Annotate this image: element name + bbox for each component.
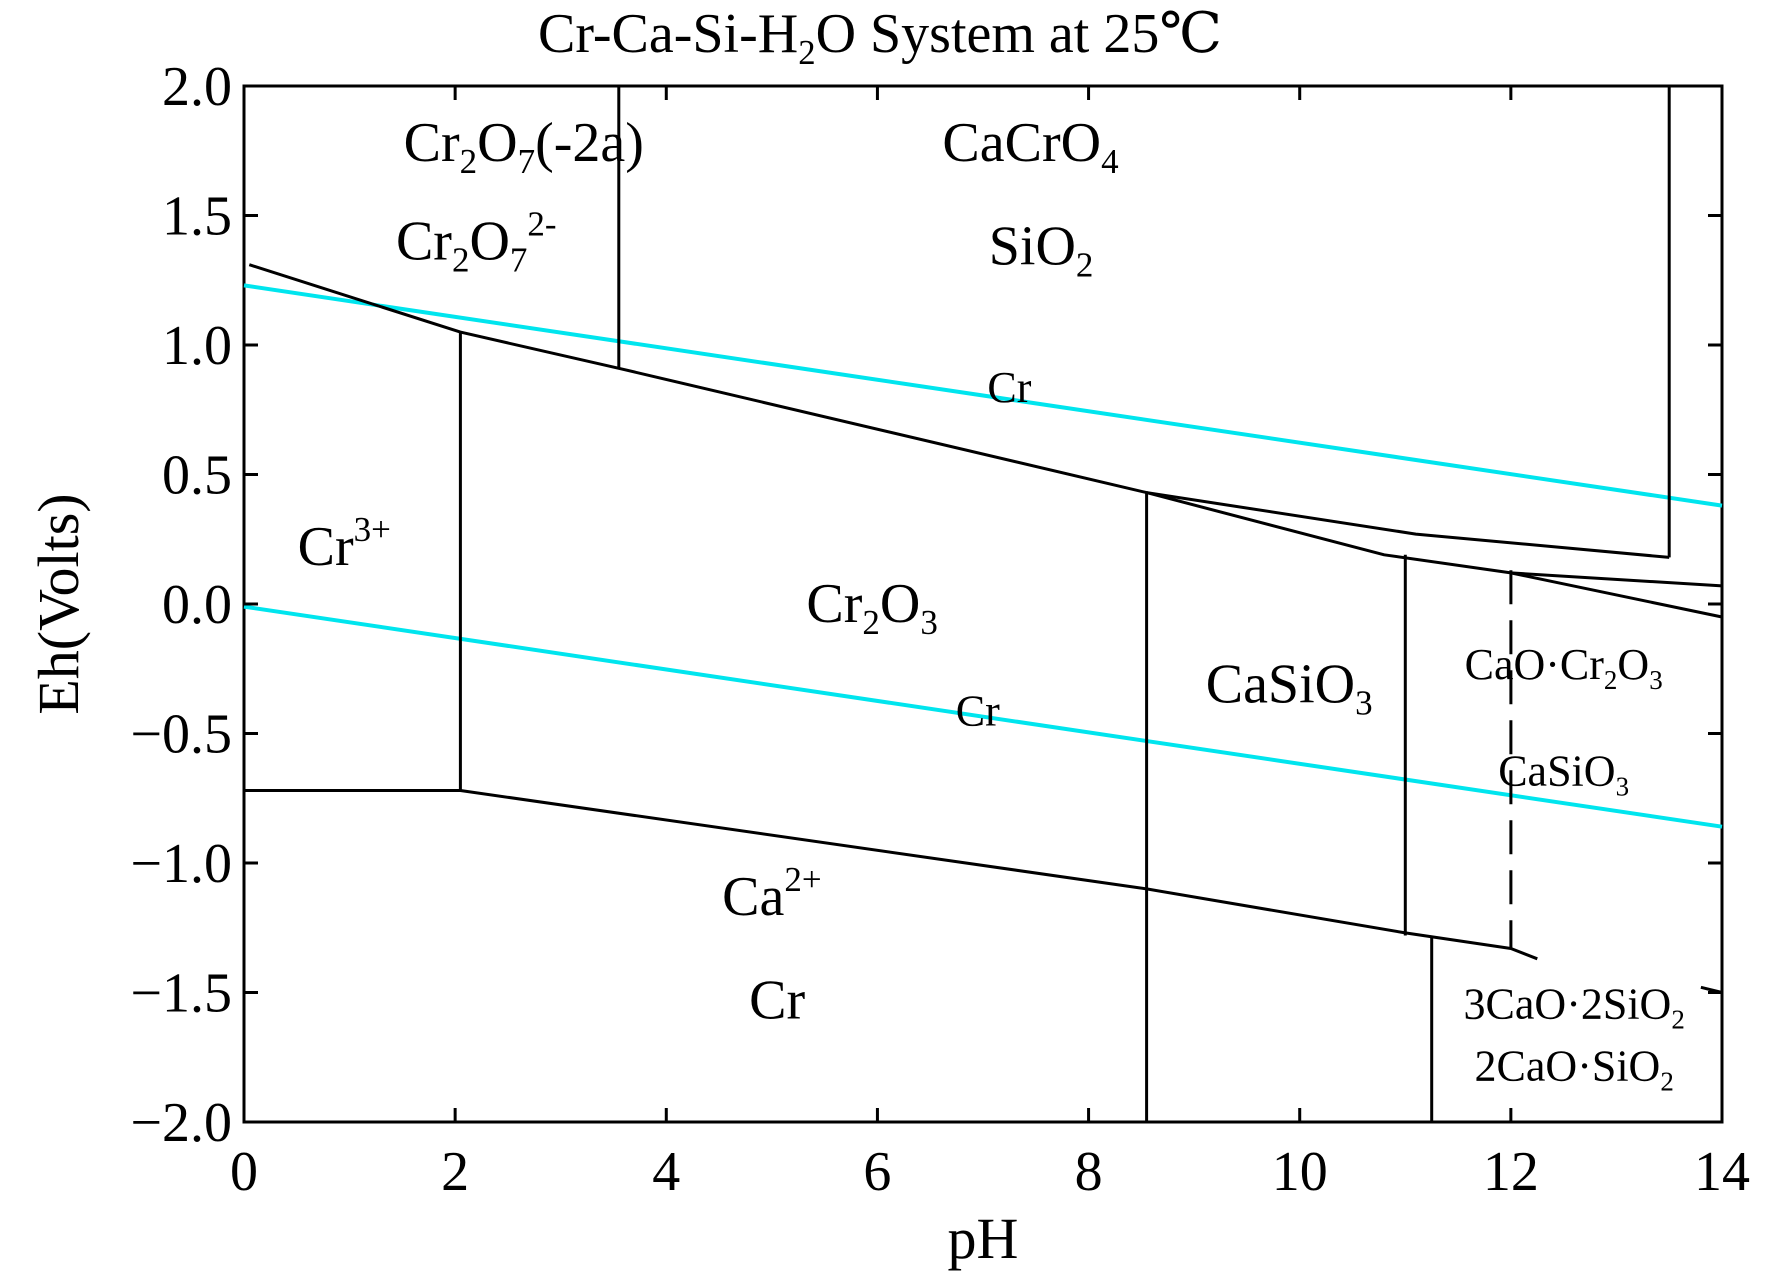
region-label-cr2o7-2a: Cr2O7(-2a) [404,112,644,181]
y-tick-label: 0.0 [162,574,232,636]
axis-ticks [242,84,1724,1124]
region-label-cr3plus: Cr3+ [298,510,391,578]
x-tick-label: 12 [1483,1141,1539,1203]
x-tick-label: 4 [652,1141,680,1203]
x-tick-label: 2 [441,1141,469,1203]
chart-title: Cr-Ca-Si-H2O System at 25℃ [538,3,1222,72]
water-stability-lines [243,283,1723,829]
y-tick-label: −0.5 [130,704,232,766]
region-label-3cao-2sio2: 3CaO·2SiO2 [1464,979,1685,1034]
water-stability-line [243,604,1723,829]
water-stability-line [243,283,1723,508]
region-label-cr-upper: Cr [987,363,1031,412]
phase-boundary-line [244,789,1538,961]
region-labels: Cr2O7(-2a) Cr2O72- CaCrO4 SiO2 Cr Cr3+ Cr2O3 Ca… [298,112,1685,1096]
region-label-casio3: CaSiO3 [1206,653,1373,722]
region-label-cr-bottom: Cr [749,969,805,1031]
x-tick-labels: 0 2 4 6 8 10 12 14 [230,1141,1750,1203]
x-axis-label: pH [948,1206,1019,1271]
x-tick-label: 8 [1075,1141,1103,1203]
phase-boundary-line [1510,571,1723,588]
region-label-sio2: SiO2 [989,216,1094,285]
region-label-cr2o7-2minus: Cr2O72- [396,205,557,280]
x-tick-label: 6 [863,1141,891,1203]
y-tick-label: 2.0 [162,56,232,118]
y-tick-label: 0.5 [162,445,232,507]
y-tick-label: −1.0 [130,833,232,895]
x-tick-label: 10 [1272,1141,1328,1203]
region-label-cacro4: CaCrO4 [942,112,1118,181]
region-label-cao-cr2o3: CaO·Cr2O3 [1465,640,1663,695]
y-tick-label: −2.0 [130,1092,232,1154]
x-tick-label: 14 [1694,1141,1750,1203]
y-axis-label: Eh(Volts) [26,493,91,714]
y-tick-labels: 2.0 1.5 1.0 0.5 0.0 −0.5 −1.0 −1.5 −2.0 [130,56,232,1154]
region-label-cr-lower: Cr [956,687,1000,736]
region-label-cr2o3: Cr2O3 [806,573,937,642]
region-label-2cao-sio2: 2CaO·SiO2 [1475,1042,1674,1097]
y-tick-label: 1.0 [162,315,232,377]
phase-boundaries [244,86,1723,1122]
region-label-casio3-small: CaSiO3 [1498,746,1629,801]
phase-boundary-line [1146,491,1670,559]
y-tick-label: 1.5 [162,186,232,248]
region-label-ca2plus: Ca2+ [722,860,821,928]
y-tick-label: −1.5 [130,963,232,1025]
x-tick-label: 0 [230,1141,258,1203]
